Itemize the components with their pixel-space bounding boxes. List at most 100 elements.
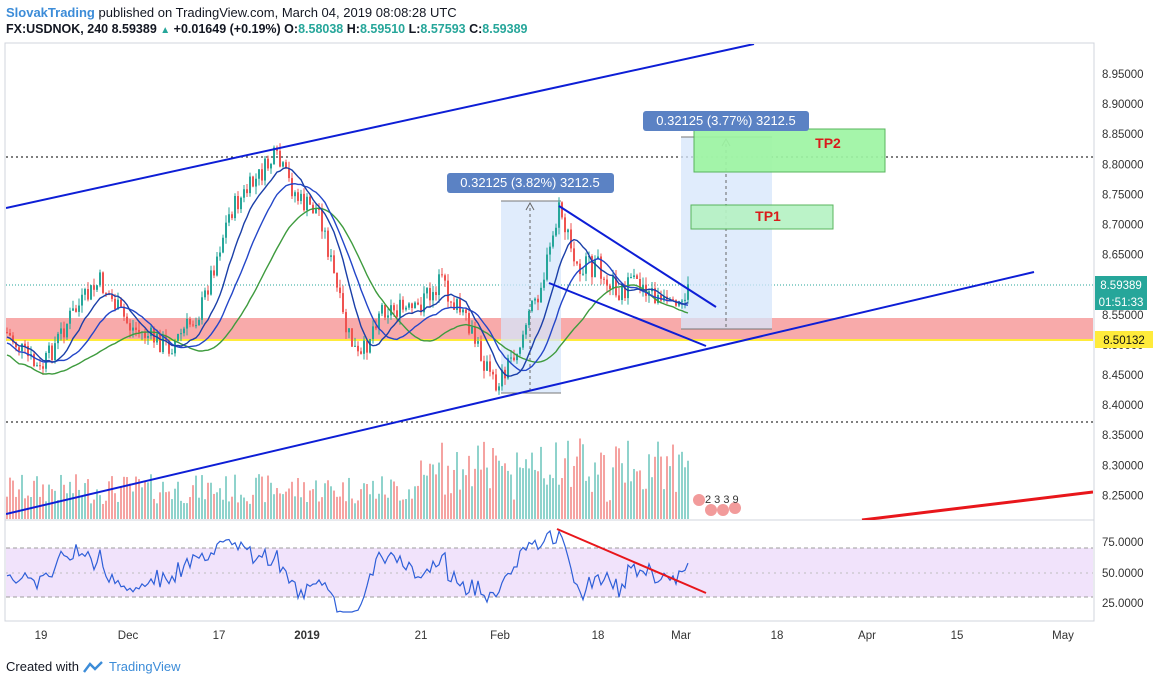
candle-body[interactable]: [213, 270, 215, 276]
candle-body[interactable]: [120, 299, 122, 307]
candle-body[interactable]: [513, 357, 515, 361]
candle-body[interactable]: [69, 310, 71, 324]
candle-body[interactable]: [417, 302, 419, 305]
flag-icon[interactable]: [729, 502, 741, 514]
candle-body[interactable]: [432, 292, 434, 301]
candle-body[interactable]: [405, 307, 407, 310]
candle-body[interactable]: [12, 335, 14, 343]
candle-body[interactable]: [510, 357, 512, 359]
candle-body[interactable]: [63, 328, 65, 338]
candle-body[interactable]: [330, 255, 332, 257]
candle-body[interactable]: [189, 318, 191, 325]
candle-body[interactable]: [663, 296, 665, 301]
candle-body[interactable]: [495, 374, 497, 391]
candle-body[interactable]: [492, 371, 494, 375]
events-icons[interactable]: 2 3 3 9: [693, 494, 741, 516]
candle-body[interactable]: [84, 289, 86, 295]
candle-body[interactable]: [129, 323, 131, 331]
candle-body[interactable]: [450, 301, 452, 303]
candle-body[interactable]: [186, 318, 188, 329]
candle-body[interactable]: [156, 333, 158, 343]
sma-slow-line[interactable]: [6, 207, 689, 375]
candle-body[interactable]: [393, 305, 395, 311]
candle-body[interactable]: [246, 189, 248, 194]
candle-body[interactable]: [270, 163, 272, 169]
candle-body[interactable]: [252, 176, 254, 187]
candle-body[interactable]: [564, 217, 566, 233]
candle-body[interactable]: [231, 214, 233, 219]
candle-body[interactable]: [51, 345, 53, 361]
candle-body[interactable]: [531, 300, 533, 311]
candle-body[interactable]: [435, 292, 437, 296]
red-trend-line[interactable]: [861, 490, 1093, 520]
wedge-upper-line[interactable]: [558, 205, 717, 308]
candle-body[interactable]: [180, 333, 182, 335]
candle-body[interactable]: [612, 276, 614, 290]
candle-body[interactable]: [303, 193, 305, 211]
candle-body[interactable]: [381, 304, 383, 314]
candle-body[interactable]: [372, 326, 374, 339]
candle-body[interactable]: [429, 288, 431, 301]
symbol-label[interactable]: FX:USDNOK, 240: [6, 22, 109, 36]
rsi-line[interactable]: [6, 529, 689, 613]
candle-body[interactable]: [237, 196, 239, 210]
candle-body[interactable]: [309, 196, 311, 205]
tp1-zone[interactable]: [690, 204, 834, 230]
candle-body[interactable]: [162, 336, 164, 353]
candle-body[interactable]: [264, 158, 266, 181]
candle-body[interactable]: [27, 346, 29, 357]
candle-body[interactable]: [489, 361, 491, 372]
sma-fast-line[interactable]: [6, 166, 689, 377]
sma-mid-line[interactable]: [6, 182, 689, 372]
candle-body[interactable]: [444, 275, 446, 281]
candle-body[interactable]: [117, 299, 119, 310]
candle-body[interactable]: [18, 347, 20, 352]
candle-body[interactable]: [387, 315, 389, 318]
candle-body[interactable]: [54, 343, 56, 361]
candle-body[interactable]: [396, 310, 398, 317]
candle-body[interactable]: [357, 345, 359, 352]
candle-body[interactable]: [633, 275, 635, 278]
candle-body[interactable]: [453, 302, 455, 310]
candle-body[interactable]: [591, 256, 593, 278]
candle-body[interactable]: [462, 309, 464, 313]
rsi-axis[interactable]: 75.0000 50.0000 25.0000: [1102, 537, 1144, 610]
candle-body[interactable]: [684, 299, 686, 301]
candle-body[interactable]: [660, 294, 662, 301]
candle-body[interactable]: [378, 313, 380, 329]
candle-body[interactable]: [630, 277, 632, 279]
candle-body[interactable]: [216, 256, 218, 276]
candle-body[interactable]: [681, 300, 683, 302]
candle-body[interactable]: [132, 327, 134, 331]
candle-body[interactable]: [258, 169, 260, 179]
candle-body[interactable]: [138, 329, 140, 333]
candle-body[interactable]: [177, 333, 179, 341]
channel-upper-line[interactable]: [6, 44, 755, 209]
candle-body[interactable]: [294, 192, 296, 197]
candle-body[interactable]: [90, 285, 92, 300]
candle-body[interactable]: [240, 197, 242, 210]
candle-body[interactable]: [354, 345, 356, 347]
candle-body[interactable]: [609, 285, 611, 290]
candle-body[interactable]: [315, 208, 317, 214]
rsi-trend-line[interactable]: [556, 528, 707, 594]
candle-body[interactable]: [519, 347, 521, 354]
candle-body[interactable]: [477, 341, 479, 344]
candle-body[interactable]: [174, 340, 176, 354]
candle-body[interactable]: [60, 328, 62, 334]
candle-body[interactable]: [411, 303, 413, 309]
price-chart[interactable]: 2 3 3 9 0.32125 (3.82%) 3212.5 0.32125 (…: [0, 42, 1158, 654]
candle-body[interactable]: [222, 237, 224, 253]
candle-body[interactable]: [687, 284, 689, 300]
tradingview-brand-link[interactable]: TradingView: [108, 659, 181, 674]
candle-body[interactable]: [306, 196, 308, 211]
candle-body[interactable]: [327, 230, 329, 257]
candle-body[interactable]: [6, 332, 8, 333]
candle-body[interactable]: [600, 256, 602, 279]
candle-body[interactable]: [468, 313, 470, 334]
candle-body[interactable]: [654, 288, 656, 304]
candle-body[interactable]: [516, 353, 518, 361]
candle-body[interactable]: [171, 353, 173, 355]
candle-body[interactable]: [618, 295, 620, 300]
candle-body[interactable]: [72, 308, 74, 311]
